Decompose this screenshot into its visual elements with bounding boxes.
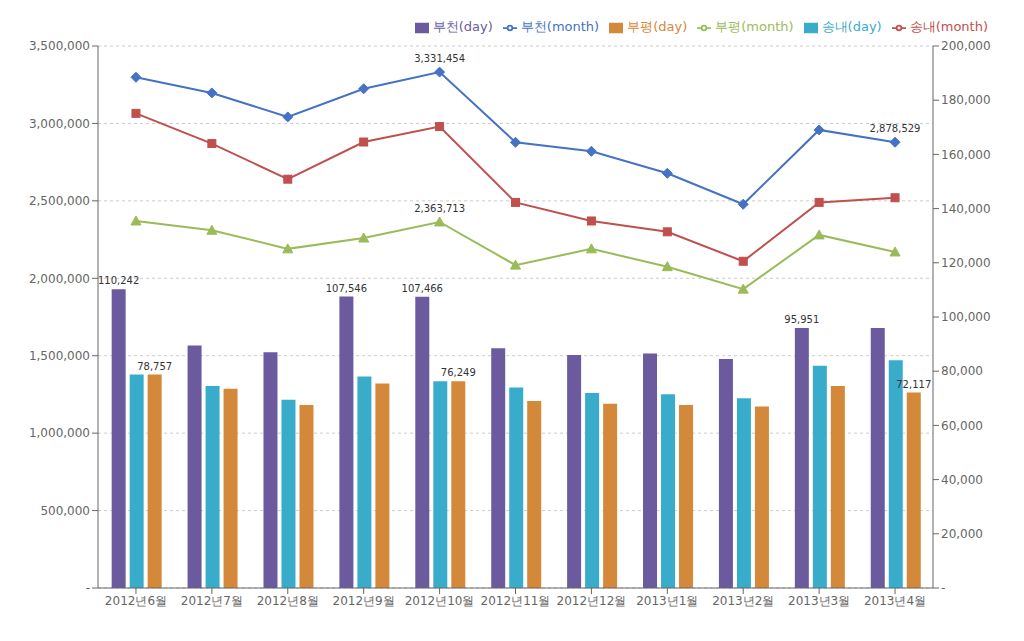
svg-text:200,000: 200,000 [941,39,991,53]
html-text:부천(month): 부천(month) [520,19,600,34]
svg-text:107,546: 107,546 [326,283,367,294]
svg-text:2012년9월: 2012년9월 [333,594,395,608]
svg-text:76,249: 76,249 [441,367,476,378]
html-text:송내(day): 송내(day) [821,19,882,34]
svg-text:2012년10월: 2012년10월 [405,594,475,608]
svg-text:110,242: 110,242 [98,275,139,286]
svg-text:120,000: 120,000 [941,256,991,270]
svg-text:1,500,000: 1,500,000 [29,349,90,363]
svg-text:78,757: 78,757 [137,361,172,372]
svg-text:20,000: 20,000 [941,527,983,541]
svg-text:100,000: 100,000 [941,310,991,324]
svg-text:2012년8월: 2012년8월 [257,594,319,608]
svg-text:3,500,000: 3,500,000 [29,39,90,53]
svg-text:2,500,000: 2,500,000 [29,194,90,208]
svg-text:3,331,454: 3,331,454 [414,53,465,64]
svg-text:160,000: 160,000 [941,148,991,162]
svg-text:3,000,000: 3,000,000 [29,117,90,131]
svg-text:2013년3월: 2013년3월 [788,594,850,608]
svg-text:-: - [86,581,90,595]
svg-text:2012년7월: 2012년7월 [181,594,243,608]
svg-text:180,000: 180,000 [941,93,991,107]
svg-text:500,000: 500,000 [40,504,90,518]
svg-text:72,117: 72,117 [896,379,931,390]
svg-text:60,000: 60,000 [941,419,983,433]
svg-text:80,000: 80,000 [941,364,983,378]
svg-text:2012년12월: 2012년12월 [557,594,627,608]
svg-text:2,363,713: 2,363,713 [414,203,465,214]
svg-text:40,000: 40,000 [941,473,983,487]
svg-text:2013년2월: 2013년2월 [712,594,774,608]
svg-text:2013년4월: 2013년4월 [864,594,926,608]
svg-text:2,000,000: 2,000,000 [29,272,90,286]
svg-text:2012년11월: 2012년11월 [481,594,551,608]
html-text:부평(day): 부평(day) [627,19,688,34]
svg-text:140,000: 140,000 [941,202,991,216]
svg-text:2,878,529: 2,878,529 [870,123,921,134]
html-text:송내(month): 송내(month) [909,19,988,34]
svg-text:2013년1월: 2013년1월 [636,594,698,608]
svg-text:2012년6월: 2012년6월 [105,594,167,608]
svg-text:95,951: 95,951 [784,314,819,325]
html-text:부천(day): 부천(day) [432,19,493,34]
html-text:부평(month): 부평(month) [715,19,794,34]
svg-text:-: - [941,581,945,595]
svg-text:107,466: 107,466 [402,283,443,294]
svg-text:1,000,000: 1,000,000 [29,426,90,440]
